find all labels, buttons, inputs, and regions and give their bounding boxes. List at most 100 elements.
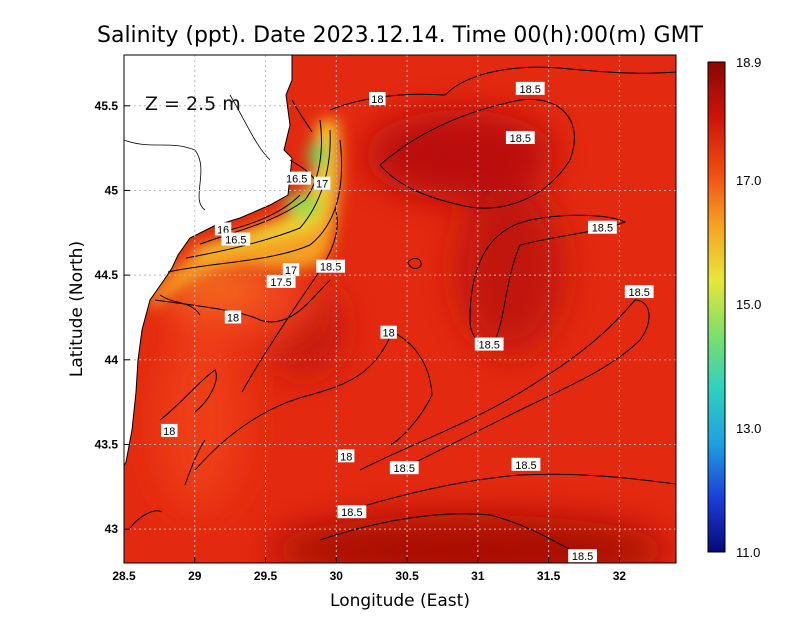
chart-title: Salinity (ppt). Date 2023.12.14. Time 00…	[97, 23, 704, 48]
contour-label-bg-15	[161, 423, 178, 437]
contour-label-8: 17	[285, 265, 297, 277]
contour-label-bg-11	[624, 285, 654, 299]
y-tick-label-2: 44	[105, 353, 119, 367]
x-tick-label-0: 28.5	[112, 569, 136, 583]
colorbar-ramp	[707, 61, 726, 553]
contour-label-bg-1	[515, 81, 545, 95]
contour-label-bg-4	[313, 176, 331, 190]
contour-label-bg-5	[214, 222, 232, 236]
colorbar-ticks: 18.9 17.0 15.0 13.0 11.0	[736, 55, 761, 560]
y-tick-label-0: 43	[105, 522, 119, 536]
contour-label-bg-6	[221, 232, 251, 246]
y-tick-label-5: 45.5	[95, 99, 119, 113]
lagoon-coast-1	[291, 99, 313, 133]
grid-lines	[124, 55, 676, 563]
high-salinity-patch-north	[365, 110, 555, 200]
contour-label-16: 18	[340, 451, 352, 463]
contour-label-10: 17.5	[270, 277, 291, 289]
contour-label-13: 18	[383, 328, 395, 340]
x-tick-label-3: 30	[330, 569, 344, 583]
contour-label-bg-13	[380, 325, 397, 339]
plot-frame	[123, 54, 677, 564]
contour-label-bg-10	[266, 274, 296, 288]
plume-inner	[190, 126, 333, 255]
contour-label-9: 18.5	[320, 262, 341, 274]
contour-18-5-diagonal	[359, 299, 650, 471]
colorbar-tick-label-3: 13.0	[736, 421, 761, 436]
contour-label-bg-18	[511, 457, 541, 471]
colorbar-tick-label-4: 11.0	[736, 545, 760, 560]
contour-label-bg-7	[588, 220, 617, 234]
salinity-contours	[129, 66, 676, 561]
y-tick-label-3: 44.5	[95, 268, 119, 282]
contour-18-5-coastal	[241, 207, 338, 393]
lagoon-coast-2	[289, 159, 316, 181]
colorbar-tick-label-1: 17.0	[736, 173, 761, 188]
contour-label-bg-19	[337, 505, 367, 519]
depth-label: Z = 2.5 m	[145, 93, 241, 115]
colorbar-tick-label-0: 18.9	[736, 55, 761, 70]
contour-label-0: 18	[371, 94, 383, 106]
x-tick-label-6: 31.5	[537, 569, 561, 583]
land-mass	[124, 55, 292, 466]
x-axis-ticks: 28.5 29 29.5 30 30.5 31 31.5 32	[112, 557, 626, 583]
coastline	[124, 55, 293, 467]
contour-18-west	[154, 279, 331, 323]
plume-core-north	[308, 141, 328, 169]
contour-label-15: 18	[163, 426, 175, 438]
y-tick-label-4: 45	[105, 183, 119, 197]
contour-18-5-south-1	[349, 473, 676, 511]
plume-outer	[150, 118, 342, 310]
contour-label-19: 18.5	[341, 507, 362, 519]
medium-salinity-coast	[155, 330, 245, 510]
contour-18-5-south-2	[319, 513, 591, 561]
x-tick-label-4: 30.5	[395, 569, 419, 583]
colorbar: 18.9 17.0 15.0 13.0 11.0	[707, 55, 761, 560]
contour-label-6: 16.5	[225, 235, 246, 247]
contour-small-circle	[407, 257, 422, 269]
contour-label-4: 17	[316, 179, 328, 191]
contour-label-bg-8	[282, 263, 300, 277]
contour-label-bg-2	[505, 130, 535, 144]
y-axis-ticks: 43 43.5 44 44.5 45 45.5	[95, 99, 130, 536]
contour-label-bg-3	[282, 171, 312, 185]
x-tick-label-1: 29	[188, 569, 202, 583]
contour-label-3: 16.5	[286, 174, 307, 186]
colorbar-tick-label-2: 15.0	[736, 297, 761, 312]
y-axis-label: Latitude (North)	[67, 241, 87, 377]
contour-label-bg-16	[338, 449, 355, 463]
contour-18-mid	[194, 331, 433, 471]
contour-label-20: 18.5	[572, 551, 593, 563]
contour-18-sw-small	[129, 510, 163, 529]
contour-label-bg-12	[224, 310, 242, 324]
contour-label-bg-0	[369, 92, 386, 106]
contour-18-inner	[159, 369, 217, 421]
contour-17-5	[167, 139, 343, 273]
high-salinity-patch-east	[455, 185, 565, 355]
contour-label-17: 18.5	[394, 463, 415, 475]
contour-label-12: 18	[227, 312, 239, 324]
y-tick-label-1: 43.5	[95, 437, 119, 451]
contour-18-southwest	[184, 439, 206, 486]
contour-17	[185, 129, 331, 259]
contour-label-bg-17	[389, 461, 419, 475]
x-axis-label: Longitude (East)	[330, 591, 470, 611]
contour-18-5-north-loop	[379, 98, 575, 209]
contour-label-bg-9	[316, 259, 346, 273]
contour-label-11: 18.5	[628, 287, 649, 299]
contour-label-18: 18.5	[515, 460, 536, 472]
contour-label-1: 18.5	[520, 84, 541, 96]
x-tick-label-5: 31	[471, 569, 485, 583]
contour-label-14: 18.5	[478, 340, 499, 352]
x-tick-label-7: 32	[613, 569, 627, 583]
contour-label-bg-14	[474, 337, 504, 351]
danube-plume	[150, 118, 342, 310]
border-river-3	[159, 294, 201, 316]
contour-label-2: 18.5	[510, 133, 531, 145]
contour-label-bg-20	[568, 549, 597, 563]
contour-label-7: 18.5	[592, 223, 613, 235]
x-tick-label-2: 29.5	[254, 569, 278, 583]
